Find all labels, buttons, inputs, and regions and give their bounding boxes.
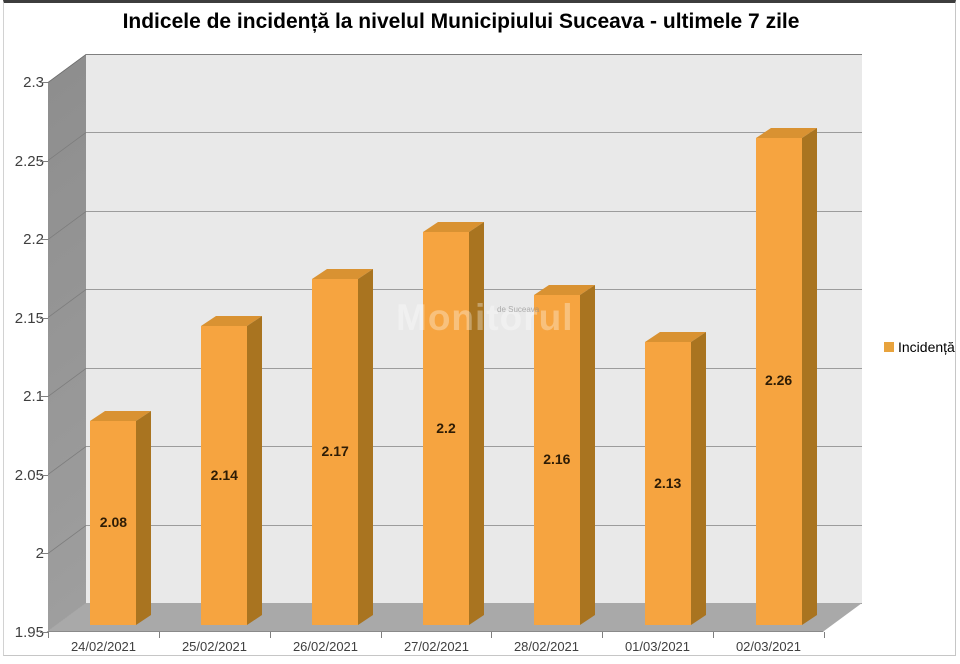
side-wall-gridline (48, 289, 86, 318)
bar-data-label: 2.08 (99, 513, 128, 530)
bar-data-label: 2.13 (654, 474, 682, 491)
side-wall-gridline (48, 211, 86, 240)
y-axis-label: 2.25 (14, 152, 44, 170)
gridline (86, 132, 862, 133)
y-axis-label: 2.1 (23, 388, 44, 406)
bar-front-face (644, 342, 691, 625)
y-axis-tick (40, 239, 48, 240)
y-axis-tick (40, 553, 48, 554)
bar-side-face (801, 127, 817, 625)
y-axis-tick (40, 396, 48, 397)
y-axis-label: 2.05 (14, 466, 44, 484)
bar-side-face (358, 269, 374, 625)
bar-data-label: 2.16 (543, 451, 571, 467)
y-axis-tick (40, 475, 48, 476)
x-axis-tick (602, 632, 603, 638)
watermark-text: Monitorul (396, 297, 574, 338)
bar-side-face (690, 332, 706, 625)
x-axis-label: 01/03/2021 (624, 639, 691, 654)
side-wall-gridline (48, 132, 86, 161)
y-axis-label: 2.2 (23, 231, 44, 249)
x-axis-tick (48, 632, 49, 638)
x-axis-tick (713, 632, 714, 638)
bar-data-label: 2.17 (321, 443, 349, 460)
y-axis-label: 2.15 (14, 309, 44, 327)
bar-data-label: 2.26 (764, 372, 793, 389)
x-axis-tick (159, 632, 160, 638)
bar-front-face (755, 137, 802, 625)
bar-data-label: 2.2 (436, 419, 456, 436)
bar-front-face (533, 295, 580, 625)
bar-front-face (423, 232, 469, 625)
left-wall (48, 54, 86, 632)
legend: Incidență (884, 339, 955, 355)
x-axis-label: 02/03/2021 (735, 639, 802, 654)
y-axis-tick (40, 82, 48, 83)
side-wall-gridline (48, 446, 86, 475)
bar-data-label: 2.14 (210, 466, 238, 483)
chart-title: Indicele de incidență la nivelul Municip… (122, 10, 800, 33)
x-axis-tick (491, 632, 492, 638)
y-axis-tick (40, 632, 48, 633)
bar-side-face (247, 316, 263, 625)
side-wall-gridline (48, 368, 86, 397)
x-axis-tick (381, 632, 382, 638)
bar-side-face (579, 285, 595, 625)
legend-swatch (884, 342, 894, 352)
y-axis-tick (40, 161, 48, 162)
x-axis-label: 28/02/2021 (513, 639, 580, 654)
bar-front-face (201, 326, 248, 625)
x-axis-tick (824, 632, 825, 638)
x-axis-label: 26/02/2021 (292, 639, 359, 654)
gridline (86, 54, 862, 55)
side-wall-gridline (48, 525, 86, 554)
legend-label: Incidență (898, 339, 955, 355)
side-wall-gridline (48, 54, 86, 83)
bar-front-face (312, 279, 359, 625)
y-axis-tick (40, 318, 48, 319)
gridline (86, 211, 862, 212)
x-axis-label: 24/02/2021 (70, 639, 137, 654)
y-axis-label: 1.95 (14, 624, 44, 641)
x-axis-label: 25/02/2021 (181, 639, 248, 654)
bar-side-face (469, 222, 484, 625)
y-axis-label: 2 (0, 545, 44, 562)
x-axis-label: 27/02/2021 (403, 639, 470, 654)
x-axis-tick (270, 632, 271, 638)
y-axis-label: 2.3 (23, 74, 44, 91)
bar-side-face (136, 410, 152, 625)
bar-front-face (90, 420, 137, 625)
watermark-subtext: de Suceava (497, 305, 540, 314)
